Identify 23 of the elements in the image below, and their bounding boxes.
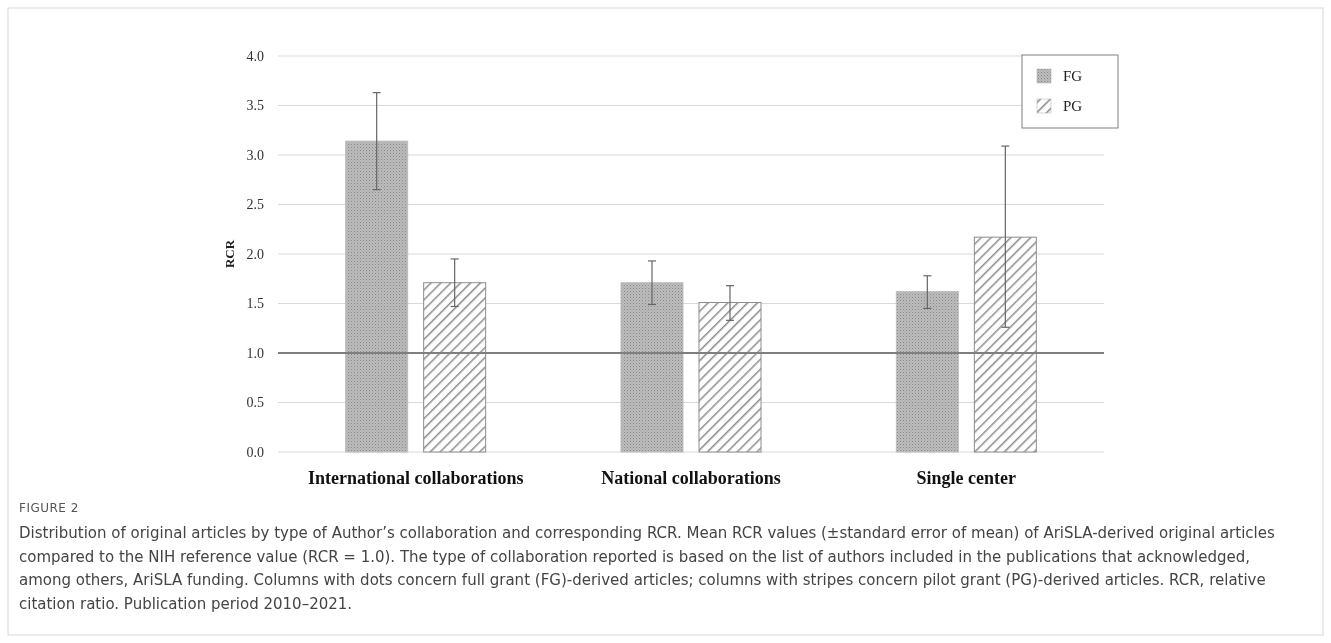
y-tick-label: 4.0 [246,48,264,64]
x-tick-label: International collaborations [307,468,524,488]
y-tick-label: 0.0 [246,444,264,460]
legend-label: PG [1063,98,1083,115]
bar [698,302,762,453]
x-tick-label: Single center [916,468,1017,488]
text: Distribution of original articles by type of Author’s collaboration and corresponding RCR. Mean RCR values (±standard error of mean) of AriSLA-derived original articles compared to the NIH reference value (RCR = 1.0). The type of collaboration reported is based on the list of authors included in the publications that acknowledged, among others, AriSLA funding. Columns with dots concern full grant (FG)-derived articles; columns with stripes concern pilot grant (PG)-derived articles. RCR, relative citation ratio. Publication period 2010–2021. [19,524,1275,613]
y-tick-label: 0.5 [246,395,264,411]
y-tick-label: 3.5 [246,98,264,114]
bar [973,236,1037,453]
y-tick-label: 2.5 [246,197,264,213]
y-tick-label: 1.5 [246,296,264,312]
y-tick-label: 1.0 [246,345,264,361]
bar [620,282,684,453]
x-tick-label: National collaborations [601,468,781,488]
y-axis-title: RCR [222,239,237,269]
y-tick-label: 3.0 [246,147,264,163]
bar [345,140,409,453]
bar [895,291,959,453]
y-tick-label: 2.0 [246,246,264,262]
legend-label: FG [1063,68,1083,85]
bar [423,282,487,453]
caption: FIGURE 2 [19,501,79,515]
